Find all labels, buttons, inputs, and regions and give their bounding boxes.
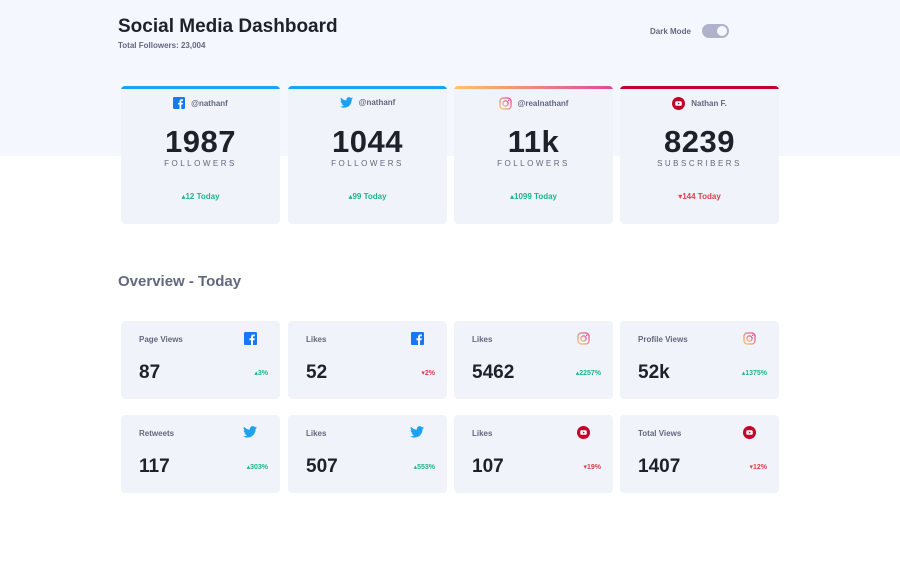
overview-card-youtube-likes[interactable]: Likes 107 ▾19% xyxy=(454,415,613,493)
page-title: Social Media Dashboard xyxy=(118,16,338,37)
subscriber-delta: ▾144 Today xyxy=(678,192,721,201)
overview-card-instagram-profile-views[interactable]: Profile Views 52k ▴1375% xyxy=(620,321,779,399)
subscriber-unit: SUBSCRIBERS xyxy=(657,159,742,168)
youtube-icon xyxy=(577,426,590,439)
overview-percent: ▴3% xyxy=(254,370,268,377)
overview-card-twitter-retweets[interactable]: Retweets 117 ▴303% xyxy=(121,415,280,493)
youtube-icon xyxy=(743,426,756,439)
overview-card-facebook-page-views[interactable]: Page Views 87 ▴3% xyxy=(121,321,280,399)
overview-value: 87 xyxy=(139,362,161,383)
overview-value: 117 xyxy=(139,456,170,477)
dashboard-header: Social Media Dashboard Total Followers: … xyxy=(118,16,738,56)
overview-value: 507 xyxy=(306,456,338,477)
twitter-icon xyxy=(410,426,424,438)
overview-percent: ▾12% xyxy=(749,464,767,471)
twitter-icon xyxy=(339,97,353,108)
overview-percent: ▾19% xyxy=(583,464,601,471)
handle-text: @nathanf xyxy=(191,98,228,108)
facebook-icon xyxy=(173,97,186,109)
overview-value: 52 xyxy=(306,362,328,383)
follower-unit: FOLLOWERS xyxy=(331,159,404,168)
arrow-down-icon: ▾ xyxy=(583,464,587,471)
overview-card-facebook-likes[interactable]: Likes 52 ▾2% xyxy=(288,321,447,399)
overview-card-youtube-total-views[interactable]: Total Views 1407 ▾12% xyxy=(620,415,779,493)
twitter-icon xyxy=(243,426,257,438)
overview-title: Overview - Today xyxy=(118,273,242,290)
card-handle: Nathan F. xyxy=(620,97,779,110)
card-handle: @nathanf xyxy=(288,97,447,108)
overview-label: Likes xyxy=(306,335,327,344)
overview-label: Likes xyxy=(472,335,493,344)
overview-percent: ▴1375% xyxy=(741,370,767,377)
toggle-knob xyxy=(716,26,727,36)
card-top-bar xyxy=(620,86,779,89)
card-twitter[interactable]: @nathanf 1044 FOLLOWERS ▴99 Today xyxy=(288,86,447,224)
overview-card-instagram-likes[interactable]: Likes 5462 ▴2257% xyxy=(454,321,613,399)
card-youtube[interactable]: Nathan F. 8239 SUBSCRIBERS ▾144 Today xyxy=(620,86,779,224)
overview-label: Page Views xyxy=(139,335,183,344)
arrow-up-icon: ▴ xyxy=(246,464,251,471)
dark-mode-toggle[interactable] xyxy=(701,24,729,38)
overview-value: 5462 xyxy=(472,362,515,383)
arrow-down-icon: ▾ xyxy=(421,370,425,377)
handle-text: @realnathanf xyxy=(517,99,569,108)
total-followers: Total Followers: 23,004 xyxy=(118,41,206,50)
overview-value: 52k xyxy=(638,362,670,383)
card-handle: @nathanf xyxy=(121,97,280,109)
instagram-icon xyxy=(498,97,512,110)
overview-percent: ▴553% xyxy=(413,464,435,471)
overview-label: Profile Views xyxy=(638,335,688,344)
youtube-icon xyxy=(672,97,686,110)
arrow-up-icon: ▴ xyxy=(181,192,186,201)
card-instagram[interactable]: @realnathanf 11k FOLLOWERS ▴1099 Today xyxy=(454,86,613,224)
instagram-icon xyxy=(577,332,590,345)
subscriber-count: 8239 xyxy=(664,124,735,159)
dark-mode-control: Dark Mode xyxy=(650,24,729,38)
instagram-icon xyxy=(743,332,756,345)
arrow-up-icon: ▴ xyxy=(254,370,258,377)
overview-value: 1407 xyxy=(638,456,681,477)
overview-percent: ▴303% xyxy=(246,464,268,471)
overview-label: Retweets xyxy=(139,429,175,438)
follower-count: 11k xyxy=(507,124,560,159)
card-top-bar xyxy=(454,86,613,89)
card-facebook[interactable]: @nathanf 1987 FOLLOWERS ▴12 Today xyxy=(121,86,280,224)
dark-mode-label: Dark Mode xyxy=(650,26,691,36)
facebook-icon xyxy=(244,332,257,345)
arrow-down-icon: ▾ xyxy=(678,192,683,201)
arrow-up-icon: ▴ xyxy=(741,370,746,377)
overview-value: 107 xyxy=(472,456,504,477)
arrow-up-icon: ▴ xyxy=(348,192,353,201)
follower-unit: FOLLOWERS xyxy=(164,159,237,168)
facebook-icon xyxy=(411,332,424,345)
handle-text: @nathanf xyxy=(358,98,396,107)
card-top-bar xyxy=(288,86,447,89)
overview-percent: ▴2257% xyxy=(575,370,601,377)
card-handle: @realnathanf xyxy=(454,97,613,110)
overview-percent: ▾2% xyxy=(421,370,435,377)
overview-label: Total Views xyxy=(638,429,682,438)
follower-count: 1987 xyxy=(165,124,236,159)
follower-unit: FOLLOWERS xyxy=(497,159,570,168)
overview-card-twitter-likes[interactable]: Likes 507 ▴553% xyxy=(288,415,447,493)
arrow-up-icon: ▴ xyxy=(510,192,515,201)
follower-delta: ▴99 Today xyxy=(348,192,387,201)
arrow-up-icon: ▴ xyxy=(575,370,580,377)
follower-delta: ▴12 Today xyxy=(181,192,220,201)
overview-label: Likes xyxy=(306,429,327,438)
overview-label: Likes xyxy=(472,429,493,438)
follower-delta: ▴1099 Today xyxy=(510,192,557,201)
handle-text: Nathan F. xyxy=(691,99,727,108)
follower-count: 1044 xyxy=(332,124,403,159)
arrow-up-icon: ▴ xyxy=(413,464,418,471)
card-top-bar xyxy=(121,86,280,89)
arrow-down-icon: ▾ xyxy=(749,464,753,471)
